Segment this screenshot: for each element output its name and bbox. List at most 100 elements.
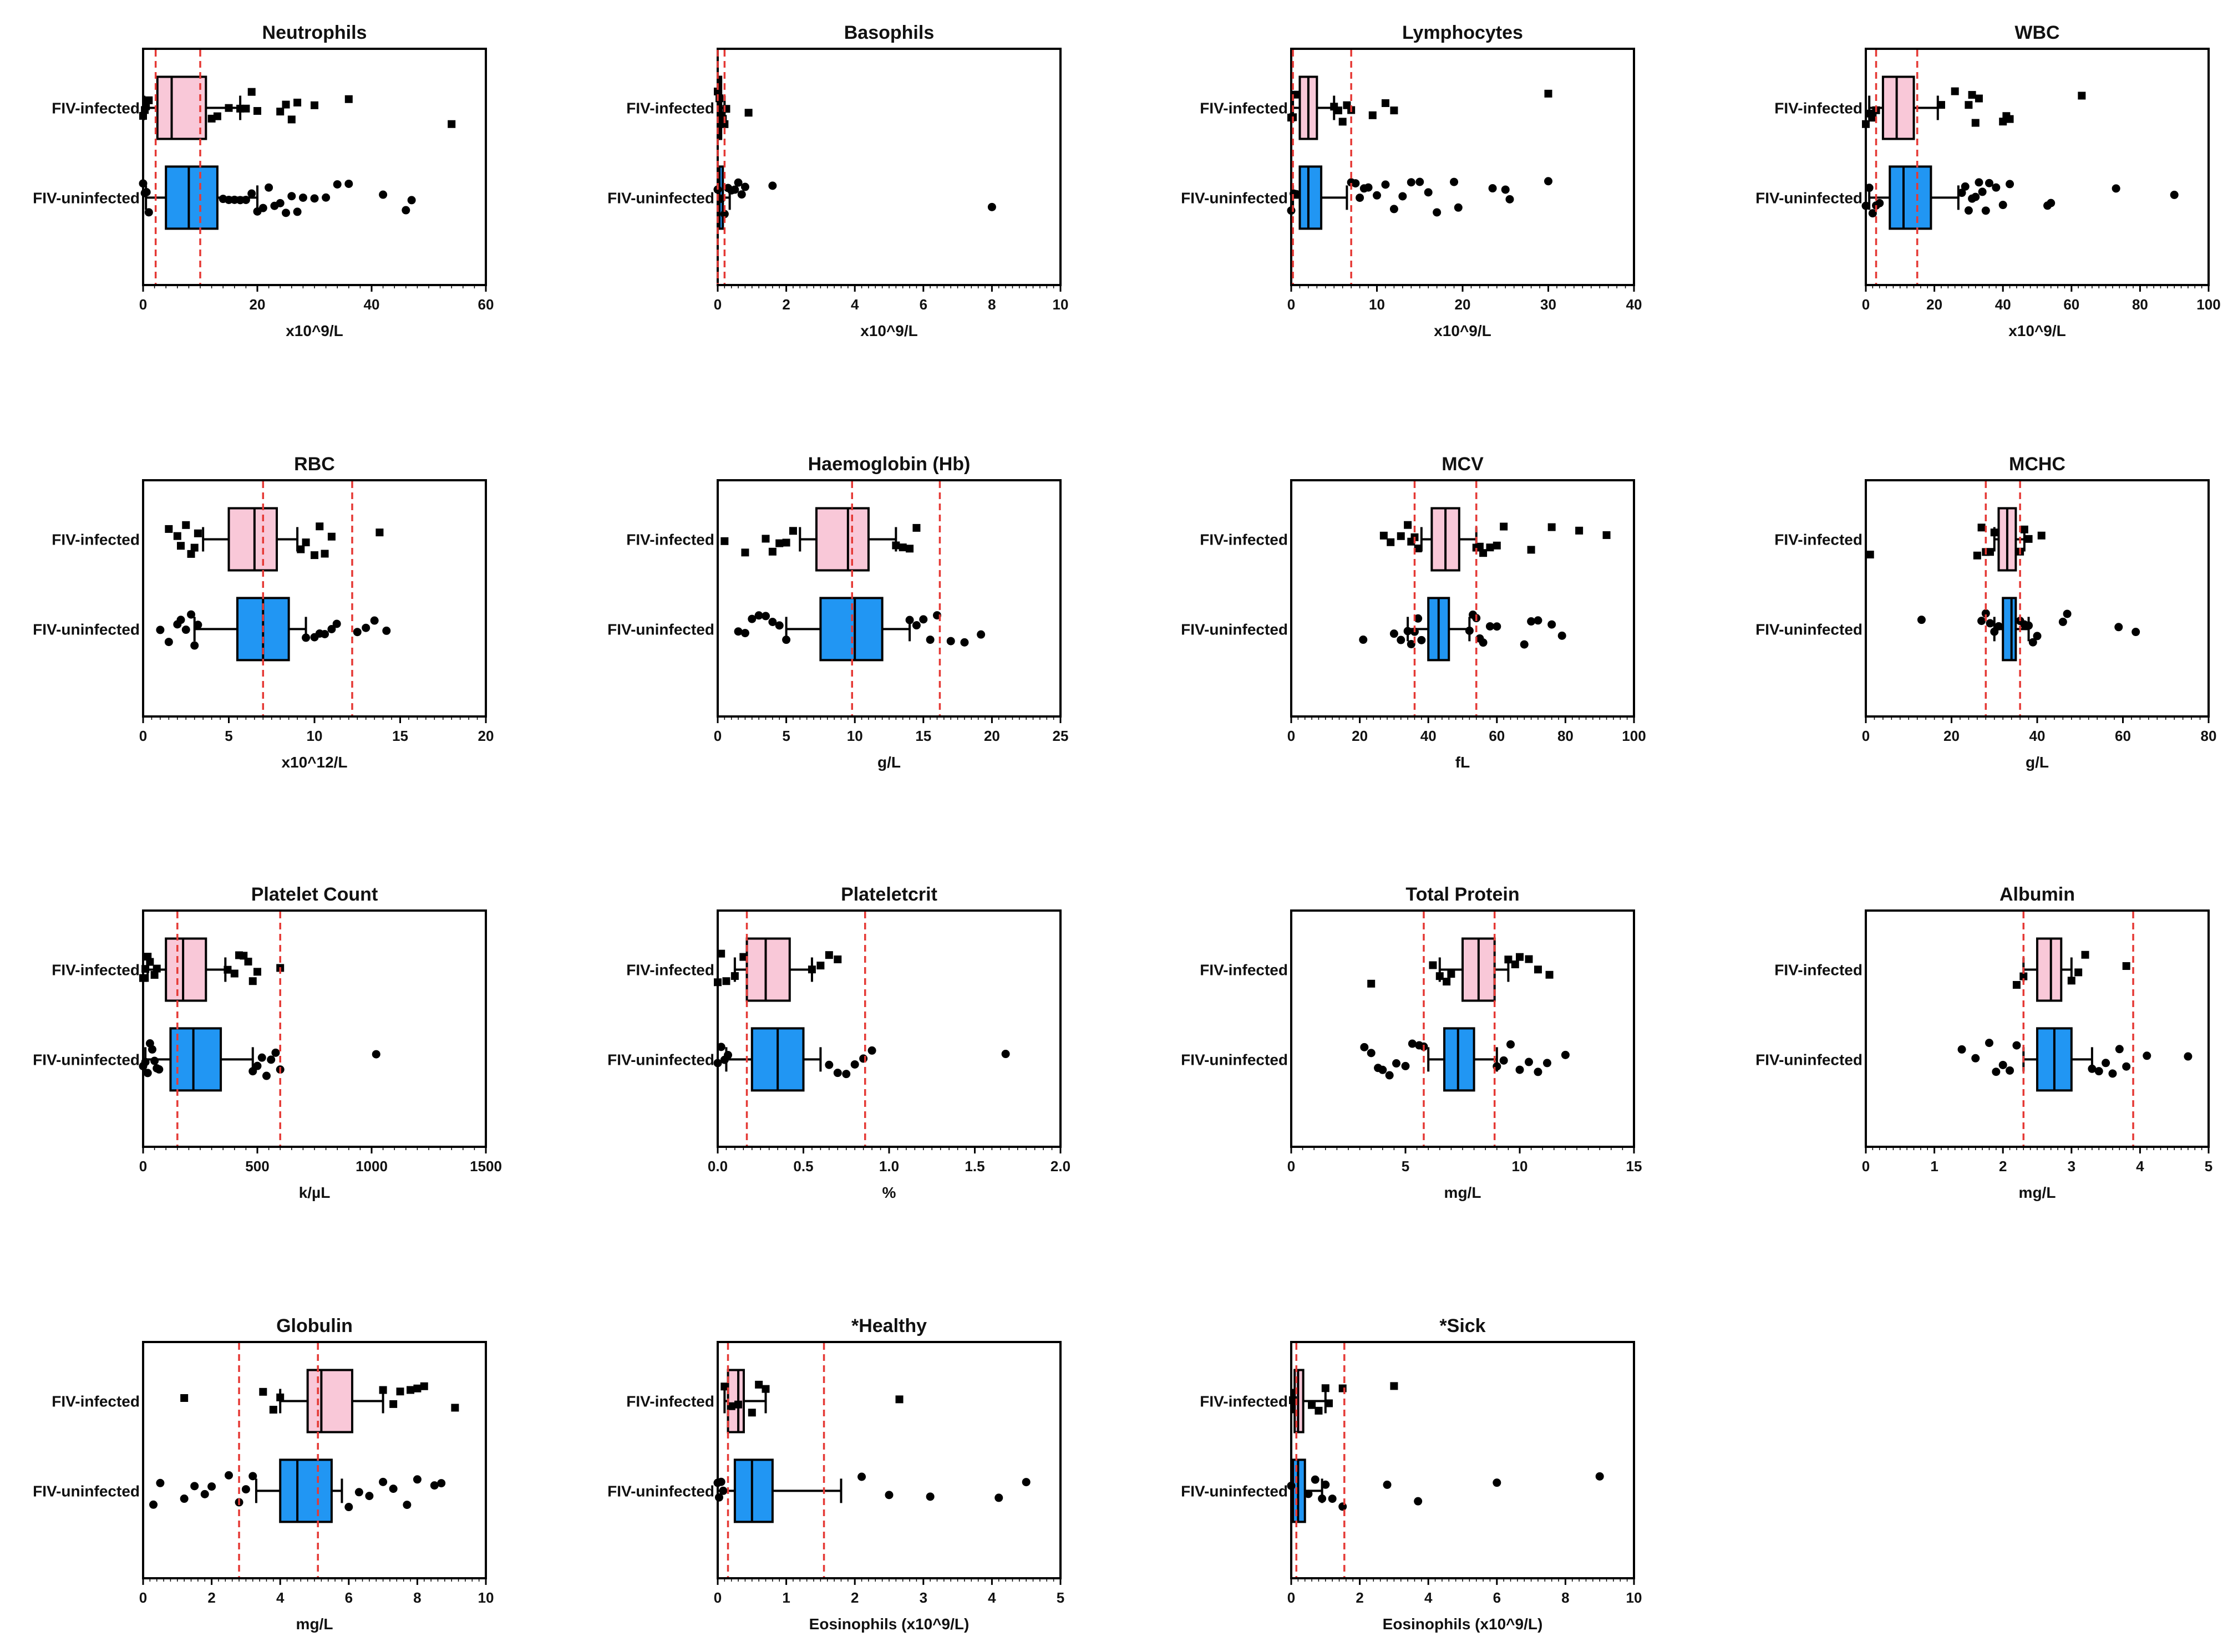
data-point [825,951,833,959]
chart-panel: RBC 0 5 10 15 20 x10^12/L FIV-infected FIV-uninf… [33,454,494,771]
data-point [842,1070,851,1079]
box-fiv-uninfected [1298,165,1323,230]
data-point [1965,101,1973,109]
data-point [379,1386,387,1394]
group-label: FIV-uninfected [1181,1051,1288,1068]
data-point [257,1053,266,1062]
data-point [734,1400,743,1409]
data-point [1534,1068,1542,1076]
data-point [1356,194,1364,202]
x-tick-label: 2.0 [1050,1158,1070,1175]
data-point [379,1477,388,1486]
data-point [225,1471,233,1480]
group-label: FIV-infected [1774,100,1862,117]
data-point [2088,1064,2097,1073]
chart-panel: *Healthy 0 1 2 3 4 5 Eosinophils (x10^9/L) FIV-i… [607,1315,1064,1633]
group-label: FIV-uninfected [1755,1051,1862,1068]
data-point [1324,1399,1333,1407]
data-point [775,621,784,630]
data-point [407,196,416,205]
data-point [248,1472,257,1481]
group-label: FIV-infected [52,1393,140,1410]
data-point [1977,523,1986,532]
data-point [1544,89,1552,98]
panel-title: Globulin [276,1315,353,1336]
plot-frame [1290,48,1635,286]
data-point [1387,538,1395,546]
data-point [389,1400,398,1408]
data-point [885,1491,894,1499]
data-point [1595,1472,1604,1481]
data-point [734,178,743,187]
data-point [960,638,969,647]
x-tick-label: 1 [1930,1158,1938,1175]
data-point [1404,521,1412,529]
data-point [375,528,384,537]
data-point [1981,206,1990,215]
x-tick-label: 20 [478,728,494,744]
data-point [321,629,329,638]
data-point [182,521,190,529]
data-point [265,183,273,192]
data-point [176,616,185,624]
data-point [2078,92,2086,100]
data-point [1435,972,1444,980]
group-label: FIV-infected [626,100,714,117]
data-point [1311,1475,1319,1484]
x-tick-label: 0 [1287,296,1295,313]
data-point [1367,1049,1376,1058]
x-tick-label: 8 [1561,1589,1569,1606]
x-tick-label: 10 [1512,1158,1528,1175]
data-point [230,969,238,978]
data-point [717,194,725,203]
data-point [194,529,202,537]
data-point [354,1488,363,1497]
data-point [344,179,353,188]
data-point [276,108,285,116]
data-point [1364,183,1373,192]
plot-frame [1865,479,2210,718]
data-point [311,551,318,560]
chart-panel: MCV 0 20 40 60 80 100 fL FIV-infected FIV-uninfec… [1181,454,1646,771]
data-point [1414,545,1422,553]
data-point [242,104,250,113]
x-tick-label: 1.0 [879,1158,899,1175]
panel-title: *Healthy [851,1315,927,1336]
data-point [293,98,302,106]
x-axis-label: Eosinophils (x10^9/L) [1383,1615,1543,1633]
data-point [1964,206,1973,215]
x-axis-label: x10^9/L [2008,322,2066,339]
x-tick-label: 10 [1053,296,1069,313]
data-point [768,181,777,190]
x-tick-label: 15 [392,728,408,744]
box-fiv-infected [306,1369,353,1434]
x-tick-label: 4 [988,1589,996,1606]
x-axis-label: mg/L [296,1615,333,1633]
data-point [850,1060,859,1069]
data-point [259,1387,267,1396]
x-tick-label: 10 [847,728,863,744]
data-point [287,192,296,201]
data-point [994,1493,1003,1502]
data-point [190,543,199,552]
panel-title: MCHC [2009,454,2065,475]
data-point [2012,1041,2021,1050]
data-point [276,1393,285,1401]
data-point [2012,981,2021,989]
group-label: FIV-uninfected [607,621,714,638]
data-point [1479,638,1488,647]
panel-title: RBC [294,454,335,475]
data-point [2024,535,2033,543]
data-point [276,199,285,207]
x-tick-label: 0 [1287,728,1295,744]
data-point [1992,1068,2001,1076]
group-label: FIV-infected [1774,962,1862,979]
data-point [1861,201,1870,210]
data-point [302,633,311,642]
data-point [1321,1384,1329,1392]
x-tick-label: 40 [2029,728,2046,744]
data-point [762,1385,770,1393]
x-tick-label: 20 [1352,728,1368,744]
chart-panel: Albumin 0 1 2 3 4 5 mg/L FIV-infected FIV-uninfec… [1755,884,2212,1201]
data-point [311,101,318,109]
